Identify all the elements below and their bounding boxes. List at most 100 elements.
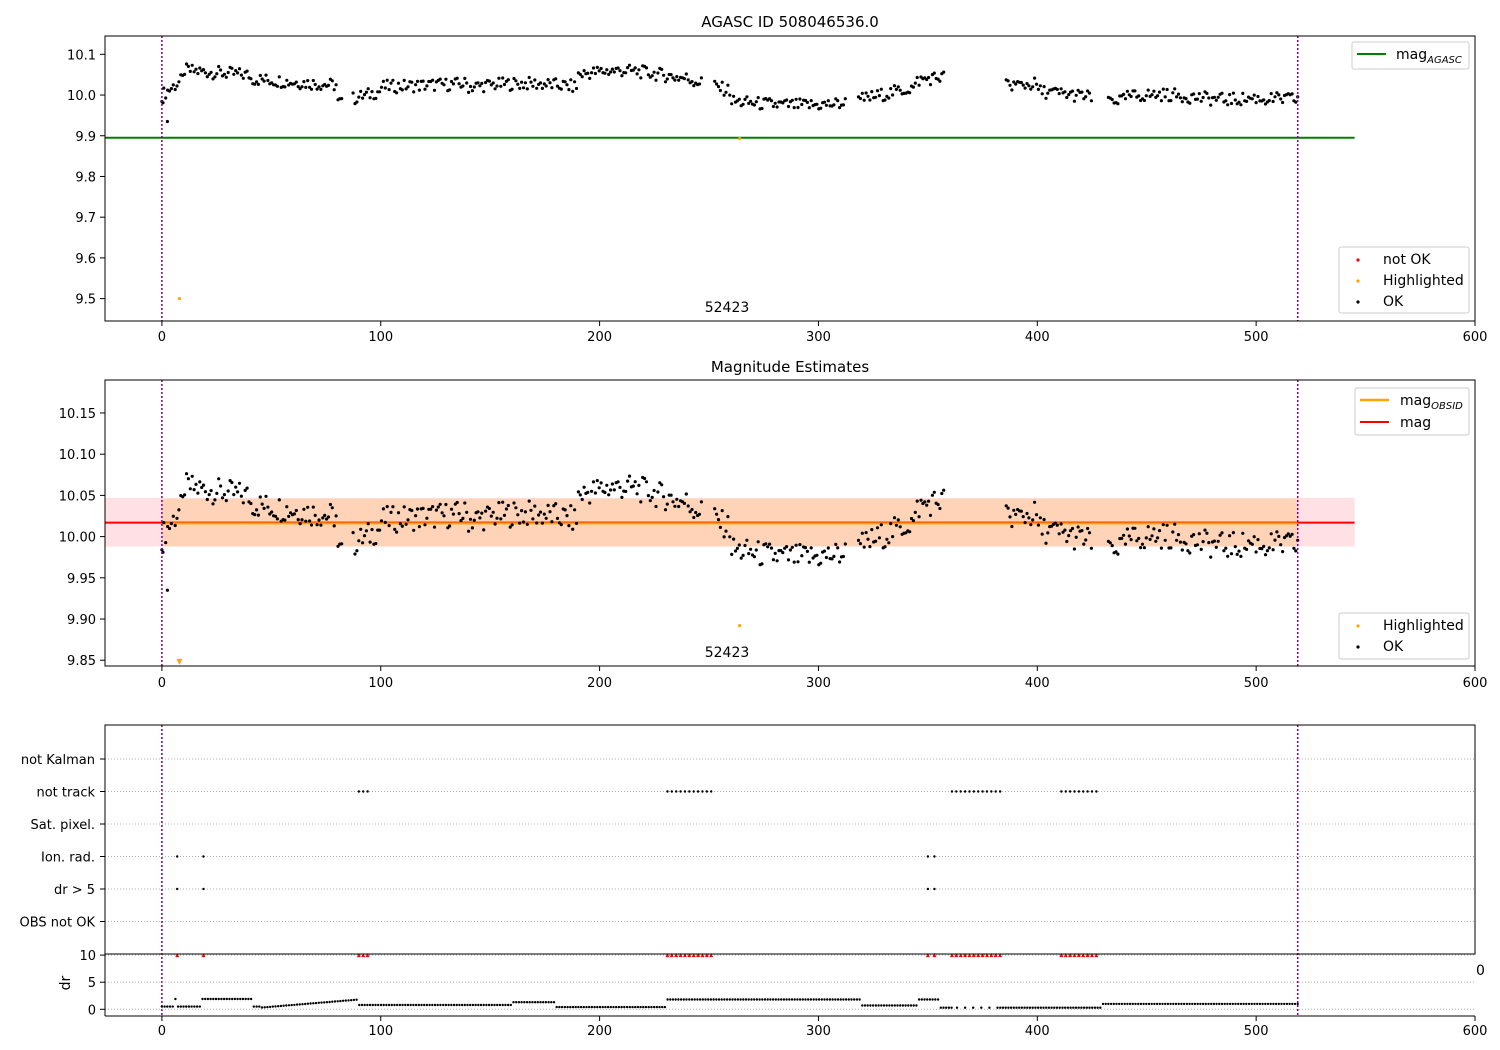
ok-point	[169, 522, 173, 526]
ok-point	[165, 588, 169, 592]
ok-point	[652, 70, 656, 74]
dr-point	[896, 1004, 899, 1007]
dr-point	[658, 1005, 661, 1009]
ok-point	[1146, 525, 1150, 529]
ok-point	[1038, 84, 1042, 88]
dr-point	[209, 997, 212, 1001]
dr-point	[996, 1006, 999, 1009]
ok-point	[230, 480, 234, 485]
flag-point	[926, 887, 930, 891]
ok-point	[336, 544, 340, 548]
flag-point	[985, 790, 989, 793]
ok-point	[732, 537, 736, 541]
ok-point	[769, 546, 774, 550]
ok-point	[580, 75, 584, 79]
dr-point	[325, 1001, 329, 1004]
dr-point	[282, 1004, 285, 1007]
dr-point	[1226, 1002, 1229, 1006]
flag-point	[688, 790, 691, 793]
ok-point	[552, 504, 556, 508]
dr-point	[279, 1004, 283, 1008]
flag-point	[1073, 790, 1076, 793]
ok-point	[237, 67, 242, 71]
ok-point	[1186, 549, 1190, 553]
ok-point	[1157, 90, 1162, 94]
x-tick-label: 0	[158, 676, 166, 691]
ok-point	[800, 554, 804, 558]
ok-point	[379, 85, 384, 89]
ok-point	[359, 89, 363, 93]
ok-point	[1139, 546, 1143, 550]
dr-point	[617, 1005, 621, 1009]
ok-point	[1137, 94, 1141, 98]
dr-point	[317, 1001, 320, 1004]
dr-flag-marker	[1063, 953, 1068, 958]
dr-point	[920, 998, 923, 1001]
ok-point	[626, 479, 630, 483]
dr-point	[244, 997, 247, 1001]
dr-point	[515, 1001, 518, 1004]
dr-point	[945, 1006, 948, 1009]
dr-point	[225, 997, 228, 1001]
ok-point	[1070, 89, 1075, 93]
dr-point	[853, 998, 856, 1001]
ok-point	[359, 527, 363, 531]
ok-point	[1137, 536, 1141, 541]
ok-point	[521, 520, 526, 524]
dr-flag-marker	[998, 953, 1003, 958]
dr-point	[212, 997, 215, 1001]
ok-point	[1254, 101, 1258, 105]
ok-point	[1074, 93, 1078, 97]
ok-point	[726, 83, 730, 87]
ok-point	[300, 518, 304, 522]
flag-point	[705, 790, 709, 793]
ok-point	[234, 485, 238, 489]
ok-point	[1246, 539, 1251, 543]
ok-point	[677, 504, 681, 509]
ok-point	[887, 541, 891, 545]
y-tick-label: 10.1	[67, 48, 96, 63]
dr-point	[201, 997, 204, 1001]
ok-point	[1133, 89, 1137, 93]
ok-point	[1216, 539, 1220, 543]
magnitude-vs-time-plot: AGASC ID 508046536.0 0 100 200 300 400 500 600…	[67, 13, 1487, 345]
dr-point	[1242, 1002, 1245, 1006]
ok-point	[415, 507, 420, 511]
ok-point	[1116, 552, 1120, 556]
ok-point	[925, 503, 929, 507]
ok-point	[792, 106, 796, 110]
ok-point	[883, 545, 887, 549]
ok-point	[927, 499, 931, 503]
dr-point	[368, 1003, 372, 1007]
x-tick-label: 600	[1463, 676, 1488, 691]
dr-point	[236, 997, 239, 1001]
flag-point	[1068, 790, 1072, 793]
dr-point	[1150, 1002, 1153, 1006]
ok-point	[175, 516, 179, 520]
ok-point	[502, 513, 507, 518]
ok-point	[936, 502, 940, 507]
ok-point	[1152, 527, 1156, 531]
ok-point	[459, 519, 463, 523]
ok-point	[716, 85, 721, 89]
ok-point	[942, 488, 946, 492]
ok-point	[222, 72, 226, 76]
dr-point	[1028, 1006, 1032, 1009]
ok-point	[1262, 98, 1266, 102]
dr-point	[1220, 1002, 1224, 1006]
dr-point	[520, 1001, 523, 1004]
ok-point	[718, 525, 723, 530]
ok-point	[306, 79, 310, 83]
ok-point	[518, 521, 522, 525]
ok-point	[894, 87, 899, 91]
dr-point	[674, 998, 677, 1001]
dr-point	[482, 1003, 485, 1007]
dr-point	[588, 1005, 591, 1009]
ok-point	[165, 119, 169, 124]
dr-point	[360, 1003, 364, 1007]
ok-point	[841, 554, 846, 559]
dr-point	[947, 1006, 951, 1009]
plot3-data-layer	[105, 725, 1475, 1016]
ok-point	[529, 508, 533, 512]
dr-point	[677, 998, 680, 1001]
